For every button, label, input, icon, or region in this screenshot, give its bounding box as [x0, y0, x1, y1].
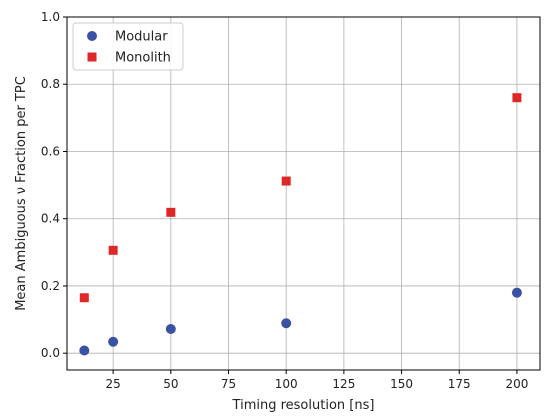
modular-point — [281, 318, 292, 329]
legend-monolith-marker — [87, 52, 97, 62]
modular-point — [511, 287, 522, 298]
modular-point — [79, 345, 90, 356]
y-axis-label: Mean Ambiguous ν Fraction per TPC — [14, 76, 29, 311]
x-tick-label: 100 — [275, 377, 298, 391]
modular-point — [108, 336, 119, 347]
x-tick-label: 50 — [163, 377, 178, 391]
x-tick-label: 25 — [106, 377, 121, 391]
monolith-point — [166, 207, 176, 217]
monolith-point — [512, 93, 522, 103]
y-tick-label: 0.2 — [41, 279, 60, 293]
y-tick-label: 0.4 — [41, 212, 60, 226]
x-tick-label: 75 — [221, 377, 236, 391]
legend-modular-marker — [87, 31, 97, 41]
monolith-point — [79, 293, 89, 303]
legend-box — [72, 22, 184, 71]
y-tick-label: 0.8 — [41, 77, 60, 91]
x-tick-label: 175 — [448, 377, 471, 391]
legend-modular-label: Modular — [115, 30, 168, 45]
monolith-point — [281, 176, 291, 186]
legend: Modular Monolith — [72, 22, 184, 71]
y-tick-label: 0.0 — [41, 346, 60, 360]
axis-ticks: 25 50 75 100 125 150 175 200 0.0 0.2 0.4 0.6 0.8 1.0 — [41, 10, 528, 391]
x-axis-label: Timing resolution [ns] — [232, 398, 375, 413]
legend-monolith-label: Monolith — [115, 51, 171, 66]
x-tick-label: 200 — [505, 377, 528, 391]
y-tick-label: 1.0 — [41, 10, 60, 24]
modular-point — [165, 323, 176, 334]
x-tick-label: 150 — [390, 377, 413, 391]
monolith-point — [108, 245, 118, 255]
y-tick-label: 0.6 — [41, 144, 60, 158]
data-markers — [79, 93, 522, 356]
x-tick-label: 125 — [332, 377, 355, 391]
plot-frame — [66, 16, 541, 371]
